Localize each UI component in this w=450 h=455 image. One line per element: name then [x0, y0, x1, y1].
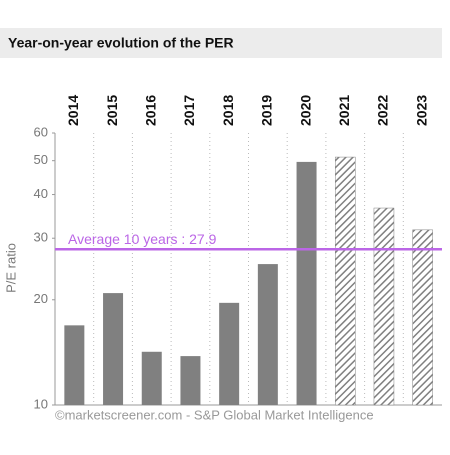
- x-tick-label: 2016: [142, 95, 158, 126]
- x-tick-label: 2021: [336, 95, 352, 126]
- y-tick-label: 30: [34, 230, 48, 245]
- bar: [257, 264, 278, 405]
- bar: [64, 325, 85, 405]
- reference-label: Average 10 years : 27.9: [68, 231, 217, 247]
- bar: [103, 293, 124, 405]
- x-tick-label: 2023: [413, 95, 429, 126]
- x-tick-label: 2015: [104, 95, 120, 126]
- title-bar: [0, 28, 442, 58]
- x-tick-label: 2018: [220, 95, 236, 126]
- y-axis-label: P/E ratio: [3, 243, 18, 293]
- bar: [335, 156, 356, 406]
- x-tick-label: 2022: [375, 95, 391, 126]
- x-tick-label: 2014: [65, 95, 81, 126]
- x-tick-label: 2019: [259, 95, 275, 126]
- bar: [412, 229, 433, 406]
- bar: [296, 161, 317, 405]
- y-tick-label: 20: [34, 291, 48, 306]
- bar: [219, 302, 240, 405]
- y-tick-label: 60: [34, 124, 48, 139]
- x-tick-label: 2017: [181, 95, 197, 126]
- source: ©marketscreener.com - S&P Global Market …: [55, 407, 374, 422]
- y-tick-label: 10: [34, 396, 48, 411]
- chart-title: Year-on-year evolution of the PER: [8, 35, 234, 51]
- bar: [180, 356, 201, 405]
- y-tick-label: 50: [34, 152, 48, 167]
- x-tick-label: 2020: [297, 95, 313, 126]
- y-tick-label: 40: [34, 186, 48, 201]
- bar: [141, 351, 162, 405]
- bar: [373, 207, 395, 406]
